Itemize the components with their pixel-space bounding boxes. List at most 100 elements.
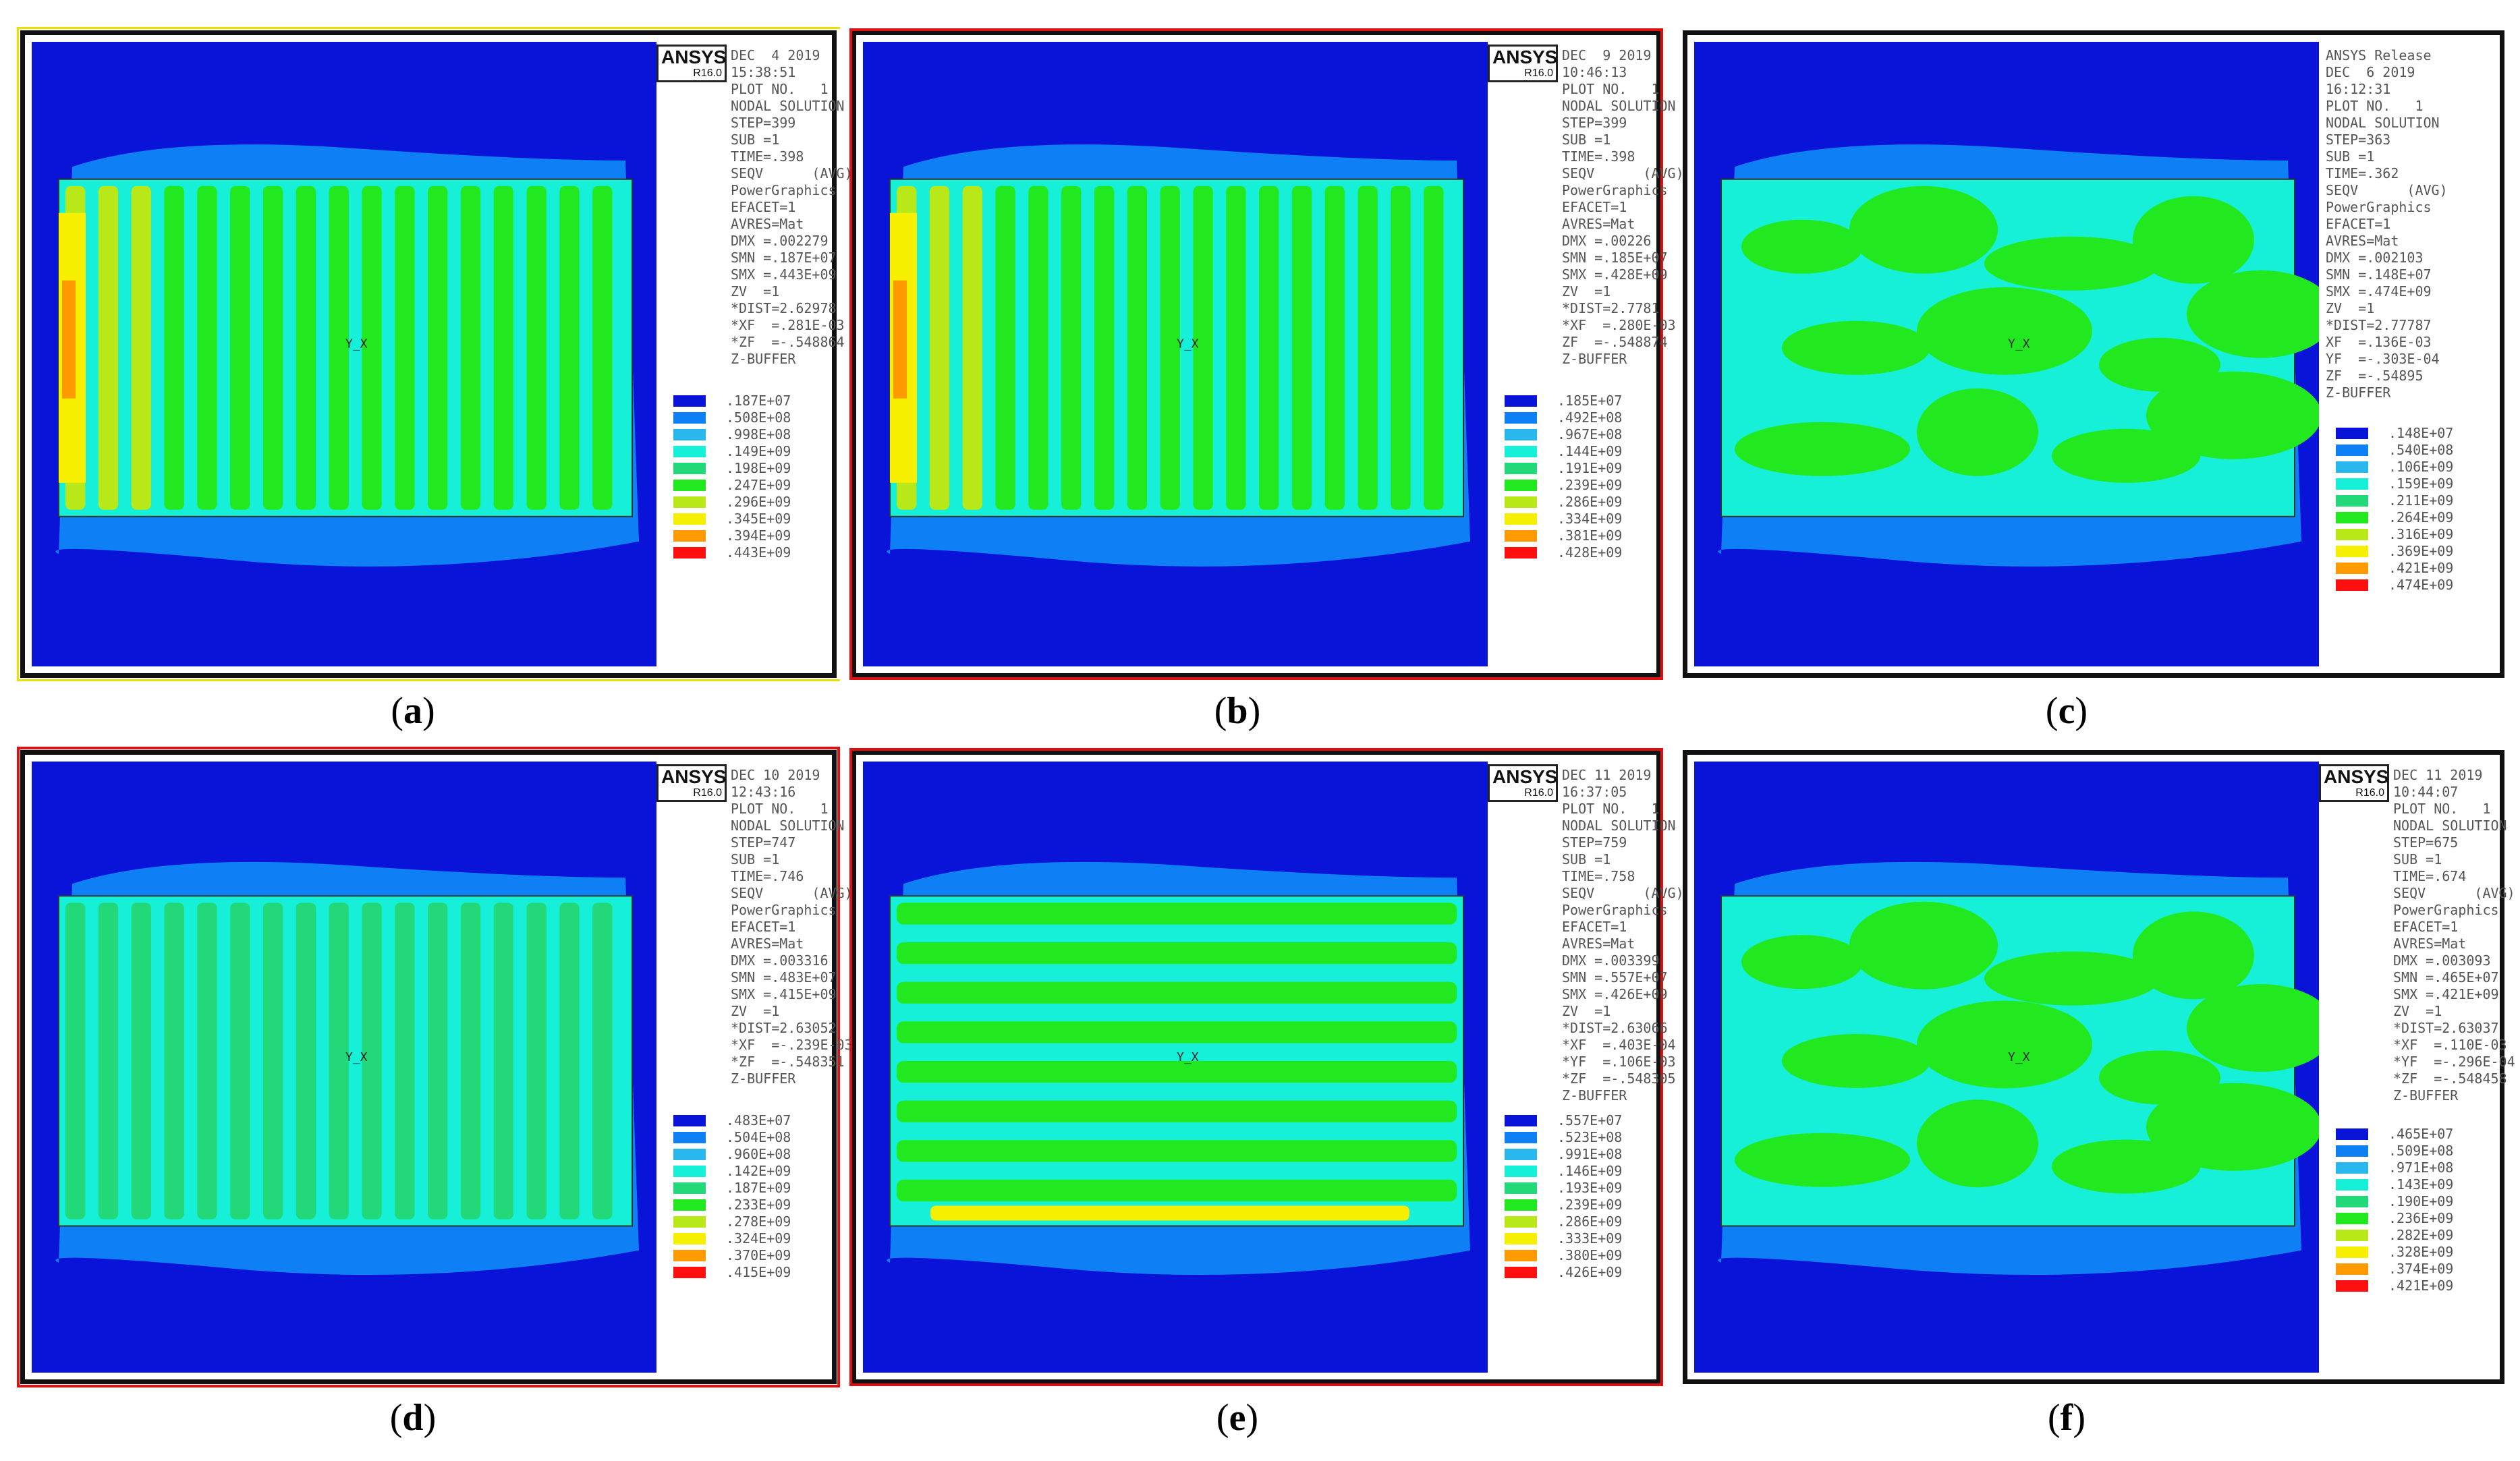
contour-plot-e[interactable]: Y_X [863, 762, 1490, 1373]
legend-swatch [2336, 1213, 2368, 1224]
legend-value: .247E+09 [726, 477, 791, 493]
info-line: NODAL SOLUTION [731, 818, 845, 834]
contour-band [428, 185, 448, 510]
contour-patch [1741, 219, 1863, 274]
contour-svg-d: Y_X [55, 861, 639, 1276]
info-line: DEC 10 2019 [731, 767, 820, 783]
contour-band [1094, 185, 1115, 510]
hot-spot [893, 280, 907, 399]
info-line: SUB =1 [731, 132, 780, 148]
contour-band [1061, 185, 1082, 510]
contour-plot-f[interactable]: Y_X [1694, 762, 2322, 1373]
legend-f: ANSYS R16.0 DEC 11 2019 10:44:07 PLOT NO. 1… [2319, 762, 2515, 1373]
legend-row: .991E+08 [1505, 1146, 1646, 1163]
legend-value: .278E+09 [726, 1213, 791, 1230]
plot-info-b: DEC 9 2019 10:46:13 PLOT NO. 1 NODAL SOLUTI… [1562, 47, 1724, 368]
legend-swatch [673, 446, 706, 457]
legend-swatch [673, 530, 706, 542]
plot-panel-d: Y_X ANSYS R16.0 DEC 10 2019 12:43:16 PLOT N… [17, 747, 853, 1387]
plot-panel-a: Y_X ANSYS R16.0 DEC 4 2019 15:38:51 PLOT NO… [17, 27, 853, 681]
legend-value: .381E+09 [1557, 527, 1623, 544]
legend-swatch [1505, 1267, 1537, 1278]
info-line: PowerGraphics [2326, 199, 2432, 215]
ansys-logo-a: ANSYS R16.0 [656, 45, 727, 82]
info-line: YF =-.303E-04 [2326, 351, 2440, 367]
info-line: *DIST=2.63066 [1562, 1020, 1668, 1036]
info-line: TIME=.746 [731, 868, 804, 884]
info-line: ZV =1 [731, 1003, 780, 1019]
contour-band [592, 903, 613, 1220]
legend-row: .185E+07 [1505, 393, 1646, 409]
info-line: ZV =1 [2326, 300, 2375, 316]
legend-swatch [1505, 1233, 1537, 1244]
legend-swatch [673, 513, 706, 525]
legend-swatch [1505, 1115, 1537, 1126]
panel-d-outer-frame [17, 747, 840, 1387]
info-line: SEQV (AVG) [731, 885, 853, 901]
contour-band [559, 903, 580, 1220]
color-scale-d: .483E+07.504E+08.960E+08.142E+09.187E+09… [673, 1112, 815, 1281]
legend-value: .421E+09 [2388, 560, 2454, 576]
contour-plot-a[interactable]: Y_X [32, 42, 659, 666]
ansys-logo-e: ANSYS R16.0 [1488, 764, 1558, 802]
info-line: DMX =.002103 [2326, 250, 2424, 266]
legend-swatch [2336, 1162, 2368, 1174]
legend-value: .415E+09 [726, 1264, 791, 1280]
info-line: ZV =1 [1562, 283, 1611, 299]
legend-row: .264E+09 [2336, 509, 2477, 526]
info-line: SMN =.465E+07 [2393, 969, 2499, 985]
info-line: PowerGraphics [1562, 182, 1668, 198]
legend-value: .474E+09 [2388, 577, 2454, 593]
legend-row: .324E+09 [673, 1230, 815, 1247]
legend-swatch [673, 1267, 706, 1278]
info-line: SEQV (AVG) [2326, 182, 2448, 198]
legend-swatch [1505, 1216, 1537, 1228]
axis-triad-icon: Y_X [1177, 1050, 1199, 1064]
info-line: PowerGraphics [2393, 902, 2499, 918]
legend-swatch [2336, 1128, 2368, 1140]
plot-panel-b: Y_X ANSYS R16.0 DEC 9 2019 10:46:13 PLOT NO… [849, 28, 1684, 680]
contour-plot-b[interactable]: Y_X [863, 42, 1490, 666]
legend-row: .316E+09 [2336, 526, 2477, 543]
contour-plot-c[interactable]: Y_X [1694, 42, 2322, 666]
info-line: EFACET=1 [731, 199, 796, 215]
contour-plot-d[interactable]: Y_X [32, 762, 659, 1373]
legend-value: .187E+07 [726, 393, 791, 409]
info-line: EFACET=1 [731, 919, 796, 935]
info-line: AVRES=Mat [1562, 216, 1635, 232]
contour-patch [1735, 1133, 1910, 1187]
legend-row: .187E+07 [673, 393, 815, 409]
contour-band [526, 185, 547, 510]
legend-value: .967E+08 [1557, 426, 1623, 442]
caption-d: (d) [389, 1397, 437, 1439]
legend-row: .149E+09 [673, 443, 815, 460]
info-line: SMX =.421E+09 [2393, 986, 2499, 1002]
info-line: NODAL SOLUTION [1562, 818, 1676, 834]
ansys-logo-f: ANSYS R16.0 [2319, 764, 2389, 802]
info-line: *ZF =-.548351 [731, 1054, 845, 1070]
legend-row: .374E+09 [2336, 1261, 2477, 1278]
contour-bands [1735, 901, 2322, 1194]
legend-swatch [673, 412, 706, 424]
contour-svg-a: Y_X [55, 144, 639, 567]
info-line: AVRES=Mat [1562, 936, 1635, 952]
contour-band [897, 942, 1457, 965]
hot-spot [62, 280, 76, 399]
legend-row: .187E+09 [673, 1180, 815, 1197]
legend-value: .143E+09 [2388, 1176, 2454, 1193]
legend-row: .394E+09 [673, 527, 815, 544]
contour-band [1324, 185, 1345, 510]
contour-bands [65, 903, 613, 1220]
legend-row: .191E+09 [1505, 460, 1646, 477]
info-line: SUB =1 [1562, 132, 1611, 148]
contour-band [1391, 185, 1411, 510]
legend-row: .198E+09 [673, 460, 815, 477]
legend-value: .149E+09 [726, 443, 791, 459]
legend-swatch [673, 480, 706, 491]
info-line: ZF =-.548874 [1562, 334, 1668, 350]
contour-band [493, 185, 513, 510]
info-line: SUB =1 [2326, 148, 2375, 165]
contour-band [897, 1140, 1457, 1162]
legend-row: .967E+08 [1505, 426, 1646, 443]
info-line: EFACET=1 [1562, 919, 1627, 935]
